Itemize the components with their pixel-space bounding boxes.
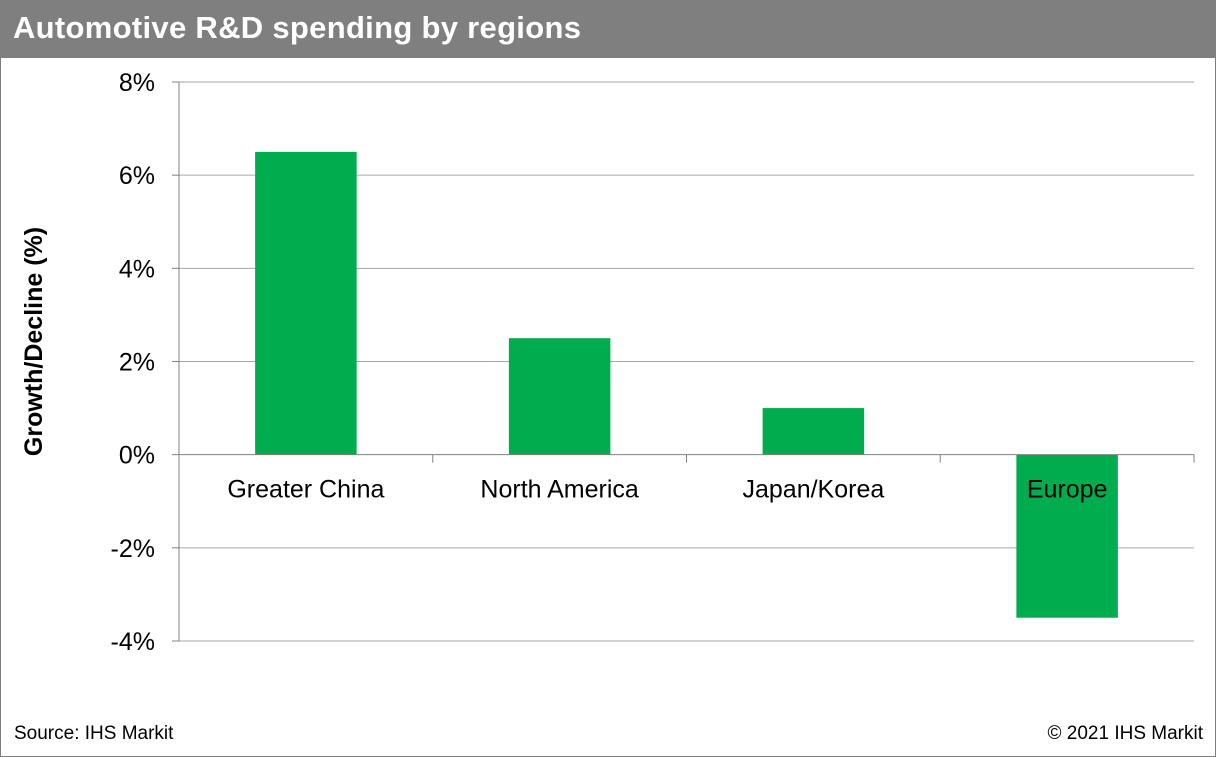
category-label: Greater China — [227, 476, 384, 504]
copyright-note: © 2021 IHS Markit — [1047, 723, 1204, 744]
title-bar: Automotive R&D spending by regions — [1, 1, 1215, 58]
y-tick-label: -4% — [111, 628, 155, 656]
category-label: North America — [480, 476, 638, 504]
y-tick-label: 6% — [119, 162, 155, 190]
category-label: Europe — [1027, 476, 1108, 504]
y-tick-label: -2% — [111, 535, 155, 563]
category-label: Japan/Korea — [742, 476, 884, 504]
source-note: Source: IHS Markit — [14, 723, 174, 744]
y-tick-label: 4% — [119, 255, 155, 283]
y-tick-label: 8% — [119, 69, 155, 97]
bar-greater-china — [255, 151, 357, 455]
y-tick-label: 2% — [119, 349, 155, 377]
y-tick-label: 0% — [119, 442, 155, 470]
bar-north-america — [508, 338, 611, 455]
chart-title: Automotive R&D spending by regions — [13, 10, 582, 45]
y-axis-title: Growth/Decline (%) — [20, 227, 48, 456]
bar-japan-korea — [762, 408, 865, 455]
bar-europe — [1016, 454, 1118, 618]
